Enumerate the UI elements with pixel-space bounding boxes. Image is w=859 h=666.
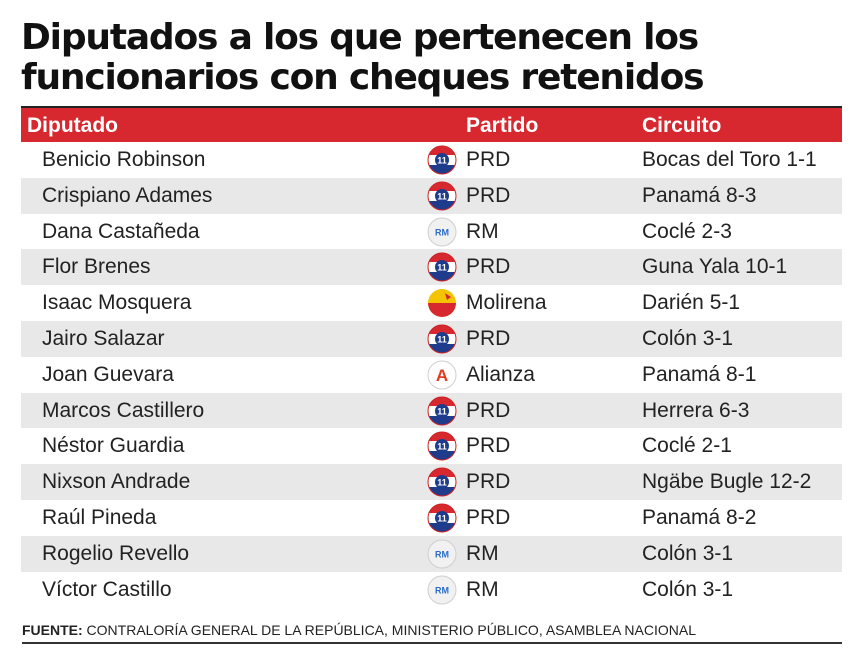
- diputado-cell: Marcos Castillero: [42, 398, 205, 422]
- header-diputado: Diputado: [27, 114, 118, 137]
- svg-text:11: 11: [437, 513, 447, 523]
- svg-text:11: 11: [437, 478, 447, 488]
- svg-text:11: 11: [437, 156, 447, 166]
- header-circuito: Circuito: [642, 114, 722, 137]
- svg-text:11: 11: [437, 334, 447, 344]
- source-note: FUENTE: CONTRALORÍA GENERAL DE LA REPÚBL…: [22, 622, 842, 644]
- circuito-cell: Colón 3-1: [642, 326, 734, 350]
- prd-logo: 11: [427, 396, 457, 426]
- table-body: Benicio Robinson 11 PRD Bocas del Toro 1-1 C…: [21, 142, 842, 607]
- table-row: Crispiano Adames 11 PRD Panamá 8-3: [21, 177, 842, 214]
- circuito-cell: Guna Yala 10-1: [642, 255, 788, 279]
- page-title: Diputados a los que pertenecen los funci…: [21, 18, 851, 98]
- partido-cell: PRD: [466, 255, 511, 279]
- table-row: Isaac Mosquera Molirena Darién 5-1: [21, 285, 842, 321]
- prd-logo: 11: [427, 503, 457, 533]
- source-text: CONTRALORÍA GENERAL DE LA REPÚBLICA, MIN…: [82, 622, 696, 638]
- circuito-cell: Ngäbe Bugle 12-2: [642, 470, 812, 494]
- diputado-cell: Rogelio Revello: [42, 541, 190, 565]
- source-label: FUENTE:: [22, 622, 83, 638]
- table-row: Néstor Guardia 11 PRD Coclé 2-1: [21, 428, 842, 464]
- title-line-1: Diputados a los que pertenecen los: [21, 17, 699, 58]
- circuito-cell: Panamá 8-3: [642, 183, 757, 207]
- title-line-2: funcionarios con cheques retenidos: [21, 57, 705, 98]
- diputado-cell: Joan Guevara: [42, 362, 174, 386]
- diputado-cell: Raúl Pineda: [42, 505, 157, 529]
- partido-cell: RM: [466, 541, 499, 565]
- circuito-cell: Panamá 8-2: [642, 505, 757, 529]
- partido-cell: PRD: [466, 398, 511, 422]
- rm-logo: RM: [427, 217, 457, 247]
- circuito-cell: Panamá 8-1: [642, 362, 757, 386]
- circuito-cell: Colón 3-1: [642, 577, 734, 601]
- partido-cell: Molirena: [466, 291, 547, 315]
- svg-text:RM: RM: [435, 585, 449, 595]
- svg-text:11: 11: [437, 442, 447, 452]
- prd-logo: 11: [427, 145, 457, 175]
- svg-text:11: 11: [437, 406, 447, 416]
- partido-cell: RM: [466, 219, 499, 243]
- deputies-table: Diputado Partido Circuito Benicio Robins…: [21, 106, 842, 607]
- table-row: Flor Brenes 11 PRD Guna Yala 10-1: [21, 249, 842, 286]
- prd-logo: 11: [427, 467, 457, 497]
- partido-cell: RM: [466, 577, 499, 601]
- svg-text:11: 11: [437, 263, 447, 273]
- diputado-cell: Flor Brenes: [42, 255, 151, 279]
- diputado-cell: Isaac Mosquera: [42, 291, 192, 315]
- partido-cell: PRD: [466, 183, 511, 207]
- alianza-logo: A: [427, 360, 457, 390]
- table-row: Marcos Castillero 11 PRD Herrera 6-3: [21, 392, 842, 429]
- circuito-cell: Bocas del Toro 1-1: [642, 148, 817, 171]
- diputado-cell: Crispiano Adames: [42, 183, 213, 207]
- rm-logo: RM: [427, 575, 457, 605]
- partido-cell: PRD: [466, 505, 511, 529]
- header-partido: Partido: [466, 114, 539, 137]
- prd-logo: 11: [427, 181, 457, 211]
- circuito-cell: Coclé 2-3: [642, 219, 732, 243]
- partido-cell: PRD: [466, 470, 511, 494]
- molirena-logo: [428, 289, 456, 318]
- circuito-cell: Colón 3-1: [642, 541, 734, 565]
- diputado-cell: Benicio Robinson: [42, 148, 206, 171]
- rm-logo: RM: [427, 539, 457, 569]
- table-row: Benicio Robinson 11 PRD Bocas del Toro 1-1: [21, 142, 842, 178]
- diputado-cell: Jairo Salazar: [42, 326, 165, 350]
- partido-cell: PRD: [466, 434, 511, 458]
- svg-text:11: 11: [437, 191, 447, 201]
- svg-text:RM: RM: [435, 549, 449, 559]
- diputado-cell: Dana Castañeda: [42, 219, 200, 243]
- table-row: Dana Castañeda RM RM Coclé 2-3: [21, 214, 842, 250]
- partido-cell: PRD: [466, 148, 511, 171]
- prd-logo: 11: [427, 324, 457, 354]
- prd-logo: 11: [427, 252, 457, 282]
- prd-logo: 11: [427, 431, 457, 461]
- svg-text:A: A: [436, 366, 448, 385]
- circuito-cell: Coclé 2-1: [642, 434, 732, 458]
- table-row: Joan Guevara A Alianza Panamá 8-1: [21, 357, 842, 393]
- diputado-cell: Nixson Andrade: [42, 470, 191, 494]
- table-row: Rogelio Revello RM RM Colón 3-1: [21, 535, 842, 572]
- table-row: Víctor Castillo RM RM Colón 3-1: [21, 572, 842, 608]
- table-row: Raúl Pineda 11 PRD Panamá 8-2: [21, 500, 842, 536]
- diputado-cell: Víctor Castillo: [42, 577, 172, 601]
- table-row: Jairo Salazar 11 PRD Colón 3-1: [21, 320, 842, 357]
- circuito-cell: Herrera 6-3: [642, 398, 750, 422]
- partido-cell: Alianza: [466, 362, 535, 386]
- table-header: Diputado Partido Circuito: [21, 106, 842, 142]
- svg-text:RM: RM: [435, 227, 449, 237]
- partido-cell: PRD: [466, 326, 511, 350]
- diputado-cell: Néstor Guardia: [42, 434, 185, 458]
- circuito-cell: Darién 5-1: [642, 291, 741, 315]
- table-row: Nixson Andrade 11 PRD Ngäbe Bugle 12-2: [21, 464, 842, 500]
